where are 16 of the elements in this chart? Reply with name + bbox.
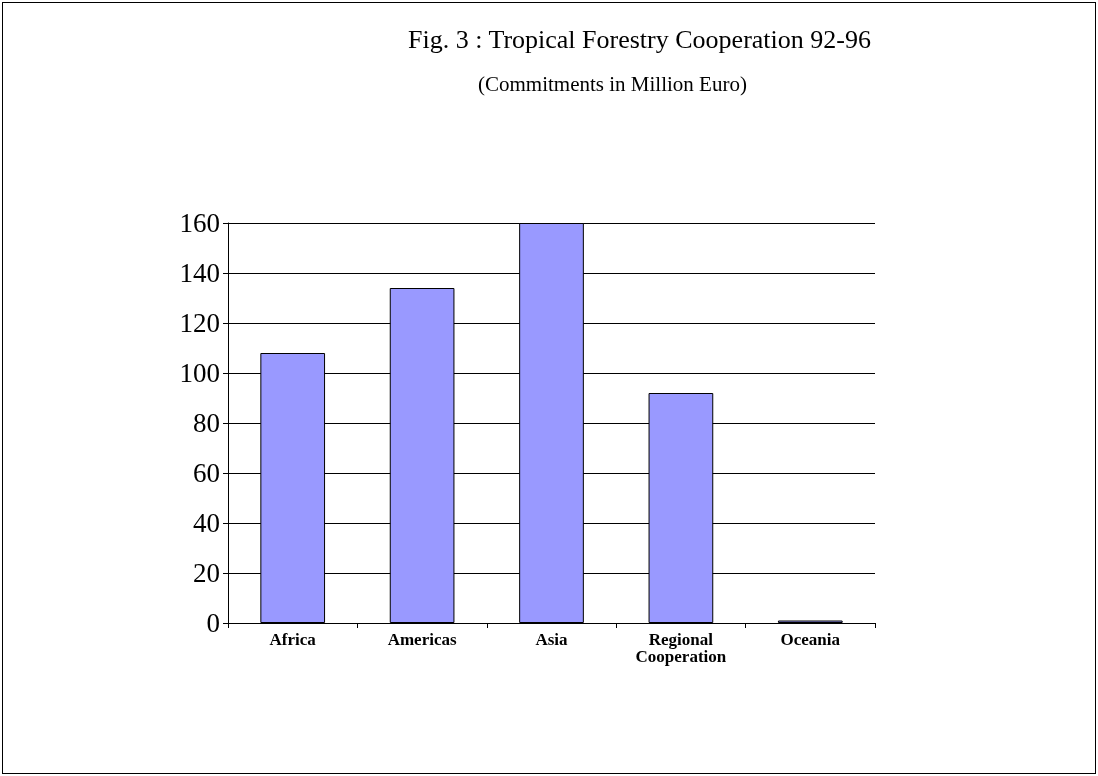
- chart-subtitle: (Commitments in Million Euro): [478, 71, 747, 96]
- x-tick-label: Asia: [535, 630, 569, 649]
- y-tick-label: 140: [179, 258, 220, 288]
- y-tick-label: 40: [193, 508, 220, 538]
- y-tick-label: 80: [193, 408, 220, 438]
- y-tick-label: 60: [193, 458, 220, 488]
- x-tick-label: Oceania: [780, 630, 841, 649]
- y-tick-label: 0: [206, 608, 220, 638]
- chart-title: Fig. 3 : Tropical Forestry Cooperation 92-96: [408, 24, 871, 54]
- y-tick-label: 160: [179, 208, 220, 238]
- y-tick-label: 20: [193, 558, 220, 588]
- x-tick-label: Americas: [387, 630, 457, 649]
- x-tick-label: Africa: [269, 630, 317, 649]
- y-tick-label: 120: [179, 308, 220, 338]
- x-tick-label: Regional Cooperation: [635, 630, 727, 666]
- y-tick-label: 100: [179, 358, 220, 388]
